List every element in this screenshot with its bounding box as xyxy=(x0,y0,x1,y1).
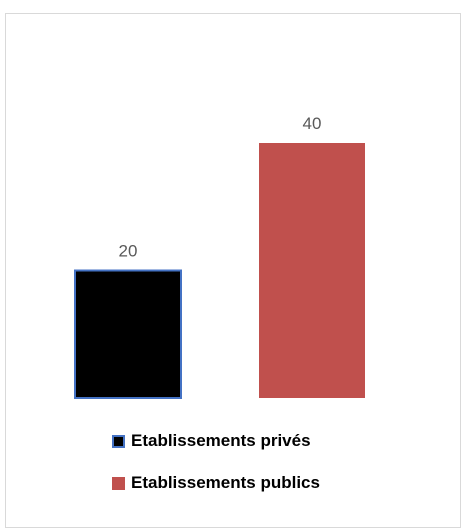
legend-swatch-public xyxy=(112,476,125,490)
legend-item-private: Etablissements privés xyxy=(112,430,320,452)
bar-public xyxy=(259,143,365,398)
legend-label-private: Etablissements privés xyxy=(131,431,311,450)
legend-label-public: Etablissements publics xyxy=(131,473,320,492)
bars-layer xyxy=(74,143,365,399)
data-label-public: 40 xyxy=(303,114,322,133)
data-label-private: 20 xyxy=(119,242,138,261)
legend: Etablissements privés Etablissements pub… xyxy=(112,430,320,514)
legend-swatch-private xyxy=(112,434,125,448)
legend-item-public: Etablissements publics xyxy=(112,472,320,494)
bar-private xyxy=(74,269,182,399)
